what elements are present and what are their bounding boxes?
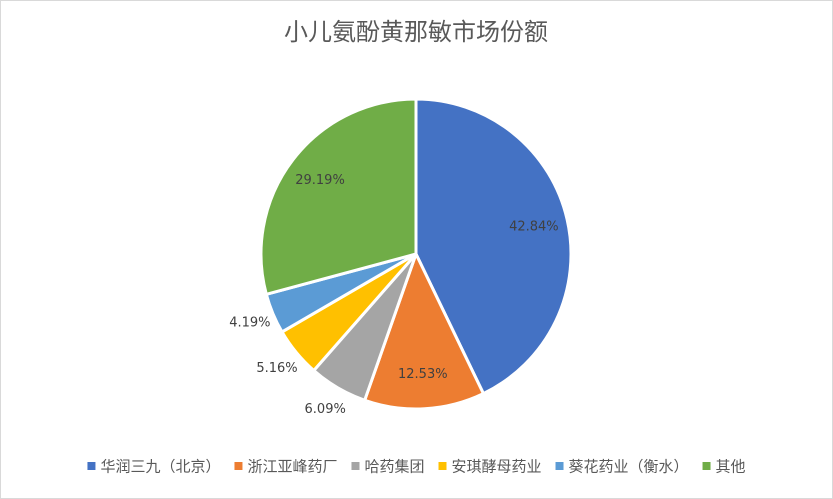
legend: 华润三九（北京） 浙江亚峰药厂 哈药集团 安琪酵母药业 葵花药业（衡水） 其他 <box>87 458 746 476</box>
data-label: 29.19% <box>295 173 345 188</box>
legend-label: 华润三九（北京） <box>100 458 220 476</box>
legend-swatch <box>87 462 96 470</box>
legend-swatch <box>234 462 243 470</box>
chart-title: 小儿氨酚黄那敏市场份额 <box>284 18 548 46</box>
legend-label: 哈药集团 <box>364 458 424 476</box>
legend-label: 浙江亚峰药厂 <box>247 458 337 476</box>
pie-slice <box>414 97 573 396</box>
data-label: 5.16% <box>256 361 297 376</box>
legend-label: 葵花药业（衡水） <box>569 458 689 476</box>
legend-swatch <box>438 462 447 470</box>
legend-swatch <box>351 462 360 470</box>
data-label: 6.09% <box>305 402 346 417</box>
pie-slice <box>259 97 418 297</box>
data-label: 4.19% <box>229 316 270 331</box>
legend-swatch <box>702 462 711 470</box>
legend-swatch <box>555 462 564 470</box>
pie-slice <box>362 250 486 411</box>
data-label: 42.84% <box>509 220 559 235</box>
legend-label: 其他 <box>716 458 746 476</box>
data-label: 12.53% <box>398 367 448 382</box>
legend-label: 安琪酵母药业 <box>452 458 542 476</box>
